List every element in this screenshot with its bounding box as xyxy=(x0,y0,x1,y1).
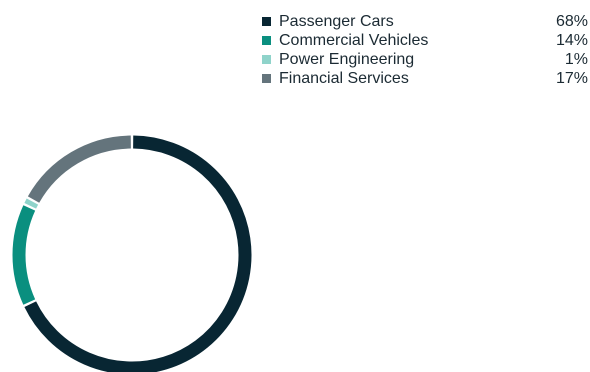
legend-swatch-power-engineering xyxy=(262,55,271,64)
chart-legend: Passenger Cars 68% Commercial Vehicles 1… xyxy=(262,12,588,88)
legend-swatch-passenger-cars xyxy=(262,17,271,26)
legend-item-power-engineering: Power Engineering 1% xyxy=(262,50,588,69)
legend-item-passenger-cars: Passenger Cars 68% xyxy=(262,12,588,31)
legend-label-passenger-cars: Passenger Cars xyxy=(279,13,394,30)
donut-segment-commercial-vehicles xyxy=(12,205,36,305)
legend-item-financial-services: Financial Services 17% xyxy=(262,69,588,88)
legend-label-commercial-vehicles: Commercial Vehicles xyxy=(279,32,429,49)
legend-label-financial-services: Financial Services xyxy=(279,70,409,87)
donut-chart xyxy=(12,135,252,372)
legend-value-commercial-vehicles: 14% xyxy=(555,32,588,49)
legend-value-power-engineering: 1% xyxy=(564,51,588,68)
donut-segment-financial-services xyxy=(27,135,132,203)
donut-chart-area xyxy=(0,120,270,372)
donut-segment-passenger-cars xyxy=(24,135,252,372)
legend-swatch-financial-services xyxy=(262,74,271,83)
legend-label-power-engineering: Power Engineering xyxy=(279,51,415,68)
legend-item-commercial-vehicles: Commercial Vehicles 14% xyxy=(262,31,588,50)
legend-swatch-commercial-vehicles xyxy=(262,36,271,45)
legend-value-passenger-cars: 68% xyxy=(555,13,588,30)
donut-segment-power-engineering xyxy=(24,198,39,209)
legend-value-financial-services: 17% xyxy=(555,70,588,87)
